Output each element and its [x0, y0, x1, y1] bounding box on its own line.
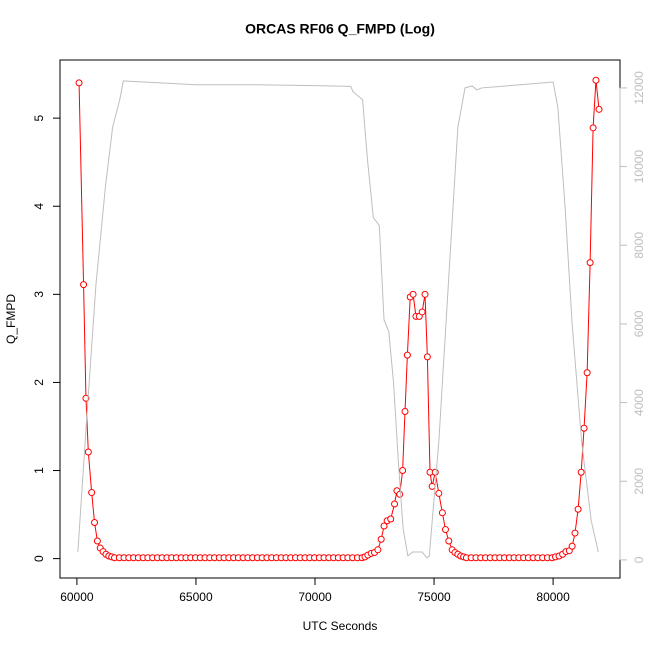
point: [75, 79, 83, 87]
point: [91, 519, 99, 526]
point: [421, 290, 429, 298]
point: [374, 546, 382, 554]
y-tick-label: 1: [32, 467, 46, 474]
y-tick-label: 3: [32, 291, 46, 298]
point: [396, 490, 404, 498]
chart-title: ORCAS RF06 Q_FMPD (Log): [245, 21, 435, 37]
point: [80, 281, 88, 289]
y2-tick-label: 4000: [632, 389, 646, 416]
x-tick-label: 65000: [179, 590, 213, 604]
x-axis-label: UTC Seconds: [303, 619, 378, 633]
point: [574, 505, 582, 513]
point: [571, 529, 579, 537]
y-tick-label: 0: [32, 555, 46, 562]
point: [387, 515, 395, 523]
point: [84, 448, 92, 456]
y2-tick-label: 10000: [632, 150, 646, 184]
point: [438, 509, 446, 517]
y-tick-label: 4: [32, 203, 46, 210]
point: [399, 467, 407, 475]
point: [577, 468, 585, 476]
point: [377, 535, 385, 543]
y2-tick-label: 0: [632, 556, 646, 563]
point: [428, 482, 436, 490]
point: [568, 542, 576, 550]
point: [93, 537, 101, 545]
y2-tick-label: 6000: [632, 310, 646, 337]
y2-tick-label: 8000: [632, 232, 646, 259]
point: [586, 259, 594, 267]
y2-tick-label: 12000: [632, 71, 646, 105]
point: [409, 290, 417, 298]
point: [418, 308, 426, 316]
y-tick-label: 2: [32, 379, 46, 386]
y2-tick-label: 2000: [632, 468, 646, 495]
point: [445, 537, 453, 545]
point: [589, 124, 597, 132]
x-tick-label: 75000: [417, 590, 451, 604]
point: [592, 76, 600, 84]
point: [580, 424, 588, 432]
x-tick-label: 80000: [536, 590, 570, 604]
point: [401, 408, 409, 415]
x-tick-label: 60000: [60, 590, 94, 604]
point: [88, 489, 96, 497]
point: [380, 522, 388, 530]
point: [435, 489, 443, 497]
x-tick-label: 70000: [298, 590, 332, 604]
point: [423, 353, 431, 361]
series-line: [77, 80, 599, 559]
y-tick-label: 5: [32, 114, 46, 121]
point: [391, 500, 399, 508]
point: [403, 351, 411, 359]
point: [431, 468, 439, 476]
point: [441, 526, 449, 534]
point: [583, 369, 591, 377]
point: [595, 105, 603, 113]
y-axis-label: Q_FMPD: [4, 294, 18, 344]
point: [82, 394, 90, 402]
